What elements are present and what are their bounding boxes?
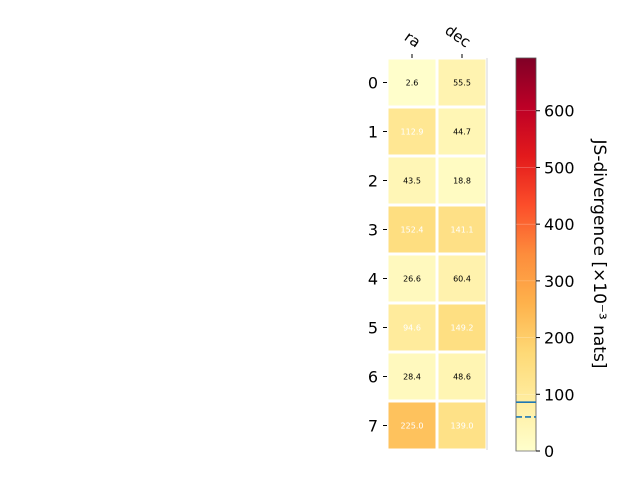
colorbar-tick-label: 500: [544, 158, 575, 177]
row-tick-label: 1: [368, 123, 378, 142]
cell-value-label: 43.5: [403, 177, 421, 186]
cell-value-label: 149.2: [451, 324, 474, 333]
row-tick-label: 3: [368, 221, 378, 240]
colorbar-tick-label: 200: [544, 329, 575, 348]
cell-value-label: 225.0: [401, 422, 424, 431]
heatmap-cell: [438, 157, 486, 204]
heatmap-cell: [388, 353, 436, 400]
row-tick-label: 2: [368, 172, 378, 191]
cell-value-label: 112.9: [401, 128, 424, 137]
heatmap-cell: [438, 108, 486, 155]
column-tick-label: dec: [442, 21, 474, 51]
colorbar-gradient: [515, 57, 537, 452]
row-tick-label: 5: [368, 319, 378, 338]
heatmap-cell: [388, 157, 436, 204]
cell-value-label: 44.7: [453, 128, 471, 137]
cell-value-label: 26.6: [403, 275, 421, 284]
colorbar: 0 100 200 300 400 500 600: [515, 57, 575, 461]
heatmap-cell: [438, 206, 486, 253]
cell-value-label: 139.0: [451, 422, 474, 431]
colorbar-tick-label: 100: [544, 385, 575, 404]
row-tick-label: 0: [368, 74, 378, 93]
row-tick-label: 4: [368, 270, 378, 289]
colorbar-tick-label: 400: [544, 215, 575, 234]
heatmap-cell: [438, 353, 486, 400]
heatmap-cell: [388, 206, 436, 253]
cell-value-label: 2.6: [406, 79, 419, 88]
cell-value-label: 55.5: [453, 79, 471, 88]
colorbar-tick-label: 300: [544, 272, 575, 291]
cell-value-label: 48.6: [453, 373, 471, 382]
heatmap-cell: [388, 108, 436, 155]
heatmap-cell: [388, 402, 436, 449]
heatmap-cell: [438, 255, 486, 302]
column-tick-label: ra: [401, 28, 424, 52]
heatmap-cell: [388, 304, 436, 351]
cell-value-label: 28.4: [403, 373, 421, 382]
cell-value-label: 141.1: [451, 226, 474, 235]
cell-value-label: 94.6: [403, 324, 421, 333]
cell-value-label: 18.8: [453, 177, 471, 186]
heatmap-cell: [438, 402, 486, 449]
cell-value-label: 60.4: [453, 275, 471, 284]
row-tick-label: 6: [368, 368, 378, 387]
heatmap-cell: [388, 59, 436, 106]
colorbar-tick-label: 600: [544, 102, 575, 121]
heatmap-cell: [388, 255, 436, 302]
colorbar-tick-label: 0: [544, 442, 554, 461]
heatmap-cells: 2.6 55.5 112.9 44.7 43.5 18.8 152.4 141.1 26.6 60…: [388, 59, 486, 449]
cell-value-label: 152.4: [401, 226, 424, 235]
colorbar-label: JS-divergence [×10⁻³ nats]: [589, 139, 609, 369]
heatmap-cell: [438, 304, 486, 351]
row-tick-label: 7: [368, 417, 378, 436]
heatmap-cell: [438, 59, 486, 106]
